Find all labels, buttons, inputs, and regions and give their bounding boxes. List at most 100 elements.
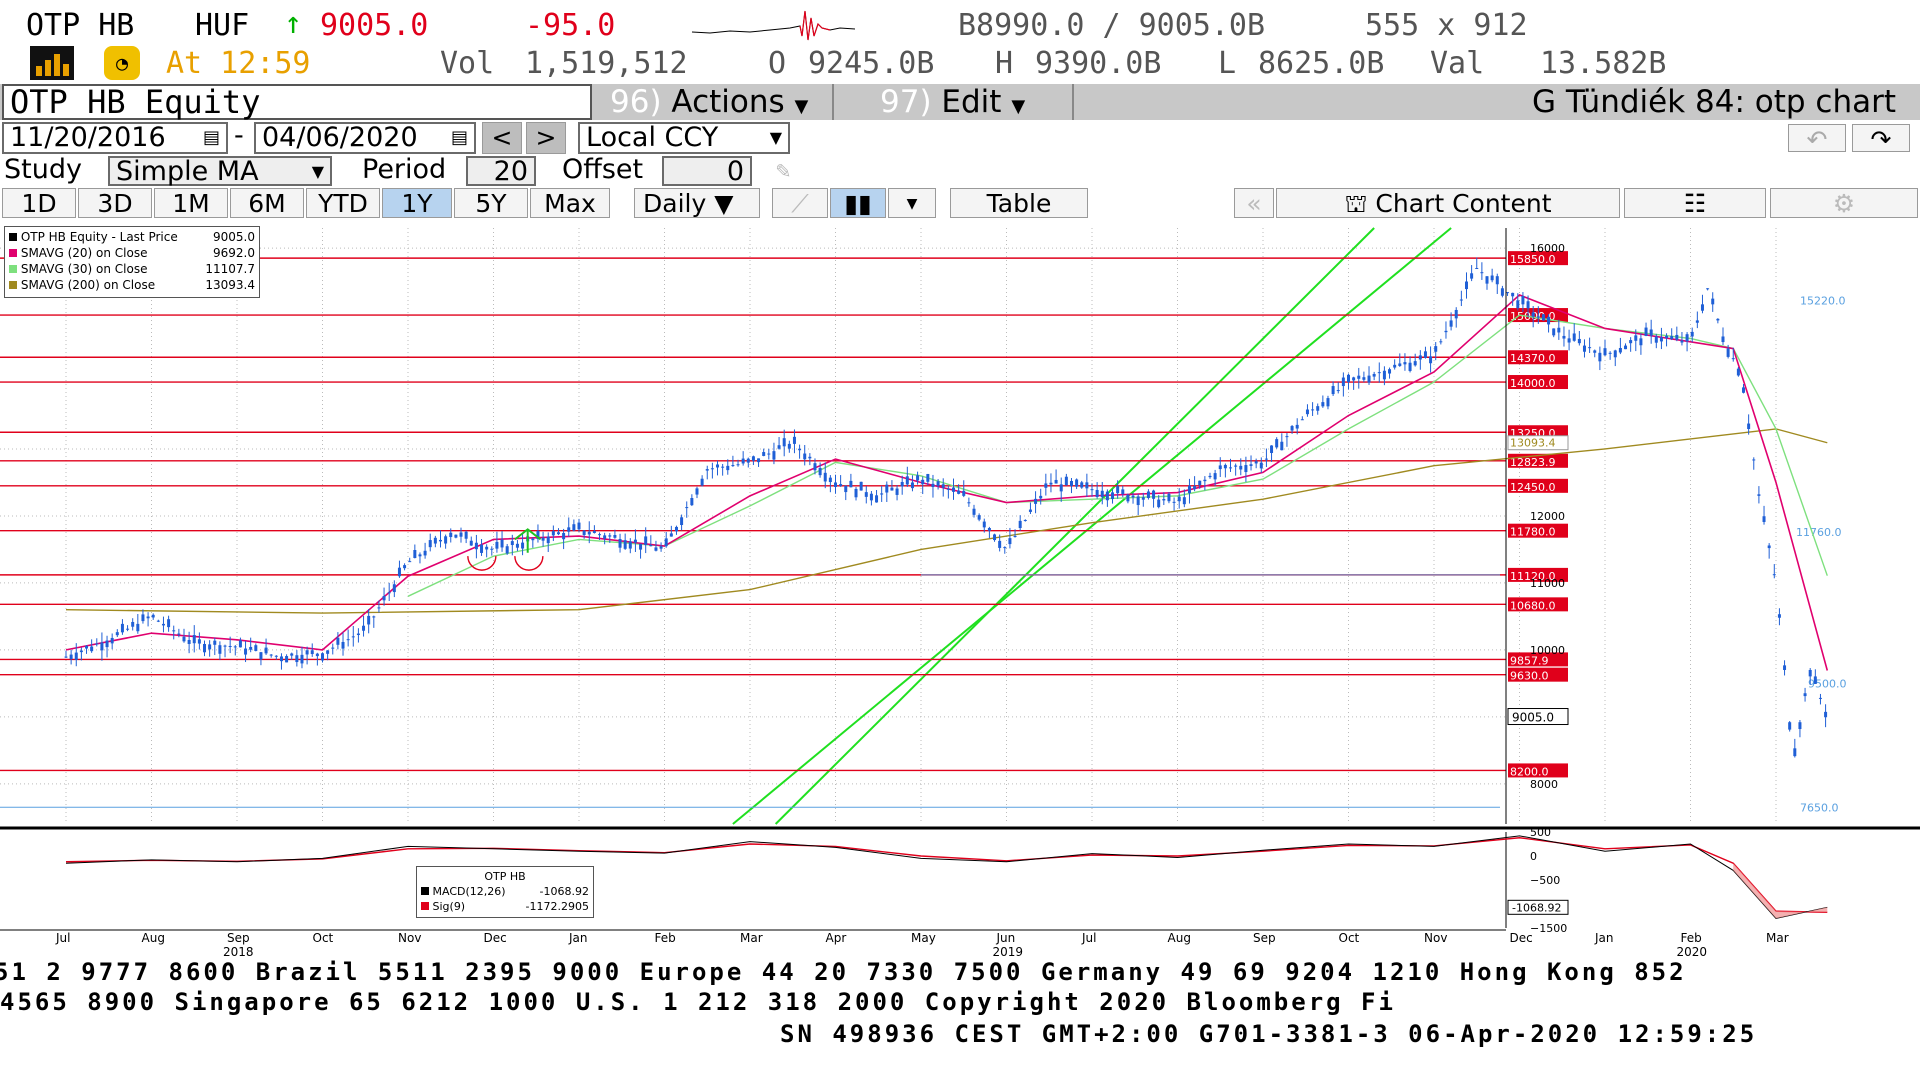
period-button-1m[interactable]: 1M [154,188,228,218]
period-button-1y[interactable]: 1Y [382,188,452,218]
candle-body [1003,547,1007,549]
candle-body [582,530,586,536]
candle-chart-button[interactable]: ▮▮ [830,188,886,218]
candle-body [603,535,607,539]
last-price-label: 9005.0 [1512,711,1554,725]
candle-body [146,616,150,619]
candle-body [1572,333,1576,341]
frequency-select[interactable]: Daily ▼ [634,188,760,218]
collapse-icon[interactable]: « [1234,188,1274,218]
candle-body [126,628,130,630]
level-label: 12823.9 [1510,456,1556,469]
candle-body [721,466,725,468]
candle-body [608,535,612,537]
pencil-icon[interactable]: ✎ [776,156,791,184]
macd-legend[interactable]: OTP HB MACD(12,26) -1068.92 Sig(9) -1172.2… [416,866,594,918]
candle-body [551,531,555,536]
x-year-label: 2019 [993,945,1024,959]
gear-icon[interactable]: ⚙ [1770,188,1918,218]
end-date-field[interactable]: 04/06/2020 ▤ [254,122,476,154]
candle-body [1788,722,1792,730]
period-field[interactable]: 20 [466,156,536,186]
chart-type-dropdown[interactable]: ▼ [888,188,936,218]
candle-body [1470,273,1474,279]
period-button-ytd[interactable]: YTD [306,188,380,218]
sma200-label-bg [1507,435,1569,451]
candle-body [536,530,540,539]
candle-body [926,473,930,482]
y-tick-label: 10000 [1530,644,1565,657]
prev-range-button[interactable]: < [482,122,522,154]
x-tick-label: Jul [1081,931,1096,945]
trend-line-upper [732,227,1452,825]
candle-body [1777,614,1781,618]
study-select[interactable]: Simple MA ▼ [108,156,332,186]
line-chart-button[interactable]: ⟋ [772,188,828,218]
redo-button[interactable]: ↷ [1852,124,1910,154]
table-button[interactable]: Table [950,188,1088,218]
actions-menu[interactable]: 96) Actions ▼ [596,84,834,120]
chart-content-button[interactable]: ⛫ Chart Content [1276,188,1620,218]
candle-body [1264,458,1268,460]
candle-body [567,527,571,532]
period-button-6m[interactable]: 6M [230,188,304,218]
period-label: Period [362,154,447,185]
candle-body [167,619,171,628]
candle-body [1434,346,1438,352]
candle-body [1818,697,1822,699]
legend-swatch [9,249,17,257]
candle-body [1321,402,1325,407]
candle-body [849,480,853,488]
candle-body [1793,748,1797,757]
candle-body [90,646,94,652]
study-value: Simple MA [116,156,259,187]
chart-legend[interactable]: OTP HB Equity - Last Price 9005.0 SMAVG (… [4,226,260,298]
candle-body [1418,355,1422,360]
candle-body [1634,335,1638,341]
candle-body [834,482,837,487]
currency-select[interactable]: Local CCY ▼ [578,122,790,154]
candle-body [690,498,694,506]
candle-body [161,623,165,626]
candle-body [1495,276,1499,285]
candle-body [1305,409,1309,415]
candle-body [238,640,242,648]
edit-menu[interactable]: 97) Edit ▼ [836,84,1074,120]
candle-body [192,635,196,644]
calendar-icon[interactable]: ▤ [450,127,468,148]
chart-settings-icon[interactable]: ☷ [1624,188,1766,218]
period-button-5y[interactable]: 5Y [454,188,528,218]
next-range-button[interactable]: > [526,122,566,154]
candle-body [1665,335,1669,339]
price-chart[interactable]: 15850.015000.014370.014000.013250.012823… [0,220,1920,972]
period-button-max[interactable]: Max [530,188,610,218]
candle-body [1516,300,1520,309]
chart-title: G Tündiék 84: otp chart [1531,84,1896,120]
candle-body [890,487,894,491]
candle-body [1767,545,1771,549]
last-price: 9005.0 [320,8,429,43]
security-field[interactable]: OTP HB Equity [2,84,592,120]
period-button-3d[interactable]: 3D [78,188,152,218]
candle-body [1157,499,1161,508]
candle-body [1121,489,1125,494]
candle-body [1798,722,1802,730]
candle-body [1629,340,1633,344]
calendar-icon[interactable]: ▤ [202,127,220,148]
candle-body [1808,669,1812,677]
candle-body [1475,268,1479,270]
candle-body [967,502,971,504]
chart-background [0,220,1920,972]
undo-button[interactable]: ↶ [1788,124,1846,154]
candle-body [1690,331,1694,337]
candle-body [782,438,786,447]
candle-body [823,472,827,482]
period-button-1d[interactable]: 1D [2,188,76,218]
offset-field[interactable]: 0 [662,156,752,186]
start-date-field[interactable]: 11/20/2016 ▤ [2,122,228,154]
candle-body [1593,350,1597,353]
gauge-icon[interactable]: ◔ [104,46,140,80]
candle-body [95,643,99,645]
candle-body [326,650,330,654]
chart-type-icon[interactable] [30,46,74,80]
